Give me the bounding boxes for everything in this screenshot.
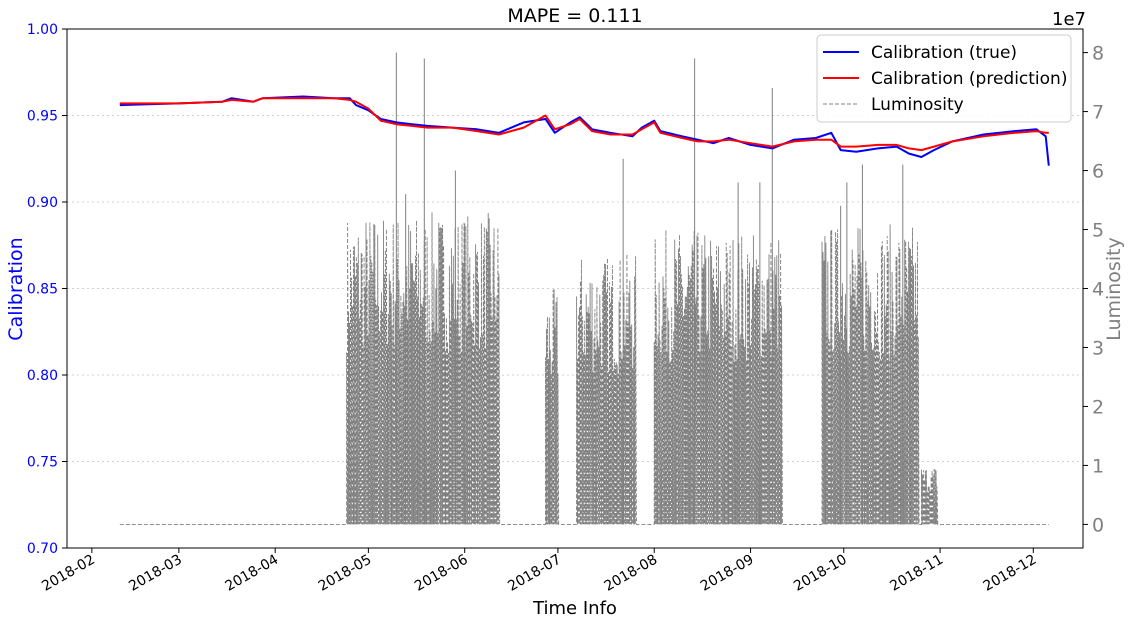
y-right-axis-ticks: 0 1 2 3 4 5 6 7 8 (1083, 43, 1104, 536)
y-left-tick-label: 0.80 (27, 368, 58, 384)
legend-label-prediction: Calibration (prediction) (871, 69, 1067, 89)
x-axis-label: Time Info (532, 598, 617, 619)
right-axis-multiplier: 1e7 (1052, 9, 1086, 30)
y-right-tick-label: 0 (1092, 514, 1104, 536)
legend: Calibration (true) Calibration (predicti… (816, 34, 1072, 123)
y-right-axis-label: Luminosity (1103, 237, 1125, 341)
x-tick-label: 2018-10 (791, 552, 850, 595)
y-left-axis-ticks: 0.70 0.75 0.80 0.85 0.90 0.95 1.00 (27, 22, 67, 557)
calibration-prediction-series (119, 97, 1049, 152)
y-right-tick-label: 5 (1092, 220, 1104, 242)
x-tick-label: 2018-08 (602, 552, 661, 595)
y-right-tick-label: 4 (1092, 279, 1104, 301)
x-axis-ticks: 2018-02 2018-03 2018-04 2018-05 2018-06 2018-… (39, 548, 1039, 595)
y-left-tick-label: 0.95 (27, 109, 58, 125)
y-left-tick-label: 0.70 (27, 541, 58, 557)
y-left-tick-label: 0.85 (27, 282, 58, 298)
x-tick-label: 2018-06 (412, 552, 471, 595)
x-tick-label: 2018-04 (223, 552, 282, 595)
x-tick-label: 2018-11 (887, 552, 946, 595)
calibration-prediction-line (119, 97, 1049, 152)
x-tick-label: 2018-07 (505, 552, 564, 595)
y-right-tick-label: 2 (1092, 396, 1104, 418)
x-tick-label: 2018-02 (39, 552, 98, 595)
x-tick-label: 2018-03 (126, 552, 185, 595)
y-left-tick-label: 0.75 (27, 455, 58, 471)
y-right-tick-label: 3 (1092, 337, 1104, 359)
luminosity-series (119, 52, 1049, 525)
y-left-tick-label: 0.90 (27, 195, 58, 211)
x-tick-label: 2018-09 (698, 552, 757, 595)
legend-label-luminosity: Luminosity (871, 95, 964, 115)
legend-box (816, 34, 1072, 123)
y-right-tick-label: 7 (1092, 102, 1104, 124)
chart-title: MAPE = 0.111 (507, 5, 642, 27)
y-right-tick-label: 1 (1092, 455, 1104, 477)
y-right-tick-label: 8 (1092, 43, 1104, 65)
y-right-tick-label: 6 (1092, 161, 1104, 183)
x-tick-label: 2018-12 (981, 552, 1040, 595)
luminosity-line (119, 212, 1049, 525)
legend-label-true: Calibration (true) (871, 43, 1017, 63)
y-left-tick-label: 1.00 (27, 22, 58, 38)
grid-lines (67, 115, 1083, 462)
y-left-axis-label: Calibration (5, 237, 27, 340)
x-tick-label: 2018-05 (316, 552, 375, 595)
